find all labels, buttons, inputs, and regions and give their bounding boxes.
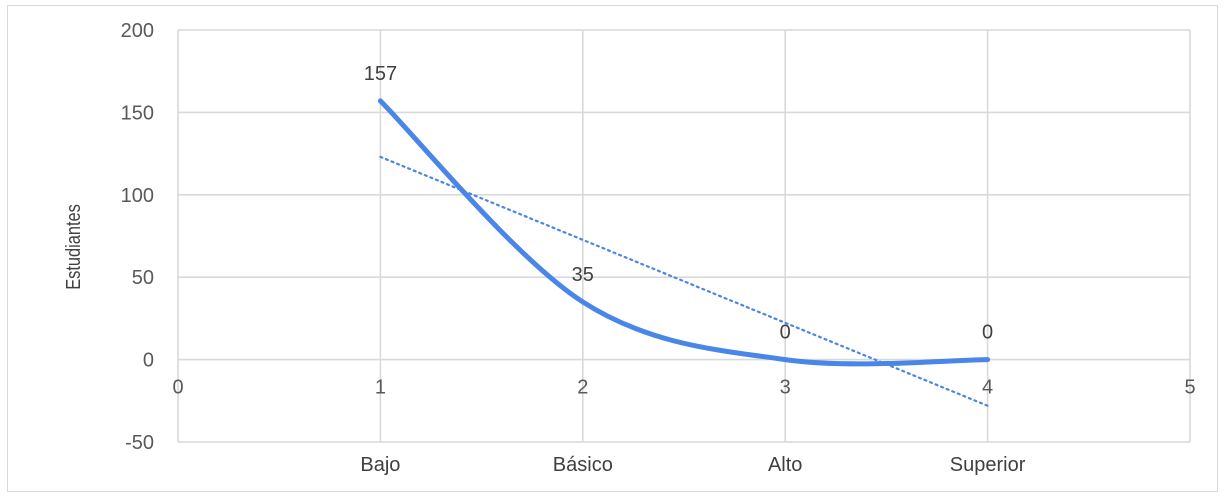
y-tick-label: 150 <box>121 102 154 124</box>
category-label: Superior <box>950 454 1026 476</box>
x-tick-label: 1 <box>375 377 386 399</box>
y-tick-label: 50 <box>132 267 154 289</box>
x-tick-label: 5 <box>1184 377 1195 399</box>
x-tick-labels: 0 1 2 3 4 5 <box>172 377 1195 399</box>
data-label: 35 <box>572 264 594 286</box>
data-label: 157 <box>364 63 397 85</box>
category-labels: Bajo Básico Alto Superior <box>360 454 1025 476</box>
category-label: Básico <box>553 454 613 476</box>
category-label: Alto <box>768 454 802 476</box>
x-tick-label: 0 <box>172 377 183 399</box>
y-tick-label: -50 <box>125 432 154 454</box>
x-tick-label: 4 <box>982 377 993 399</box>
data-label: 0 <box>982 322 993 344</box>
x-tick-label: 2 <box>577 377 588 399</box>
gridlines <box>177 29 1191 443</box>
y-tick-label: 0 <box>143 350 154 372</box>
y-tick-label: 200 <box>121 20 154 42</box>
y-tick-label: 100 <box>121 185 154 207</box>
series-line <box>377 98 991 367</box>
category-label: Bajo <box>360 454 400 476</box>
chart-frame <box>7 5 1218 492</box>
data-labels: 157 35 0 0 <box>364 63 993 344</box>
y-tick-labels: -50 0 50 100 150 200 <box>121 20 154 454</box>
y-axis-label: Estudiantes <box>61 204 84 290</box>
data-label: 0 <box>780 322 791 344</box>
x-tick-label: 3 <box>780 377 791 399</box>
